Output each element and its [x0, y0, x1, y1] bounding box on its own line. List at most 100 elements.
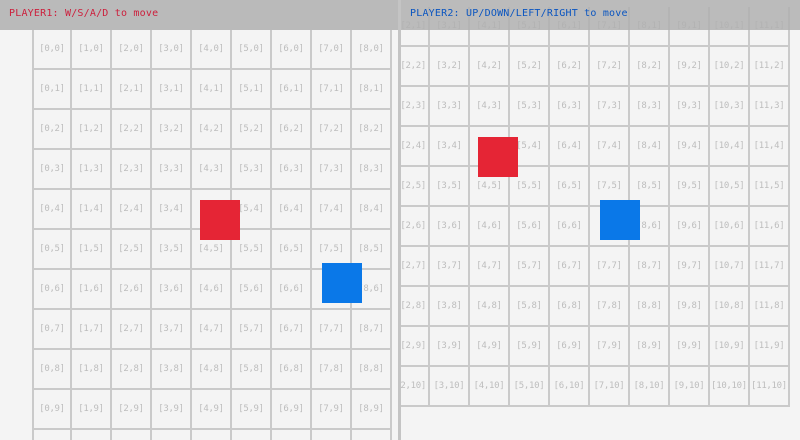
grid-cell: [7,7]: [590, 247, 630, 287]
grid-cell: [2,1]: [112, 70, 152, 110]
grid-cell: [5,4]: [510, 127, 550, 167]
grid-cell: [1,4]: [72, 190, 112, 230]
player1-header: PLAYER1: W/S/A/D to move: [0, 0, 398, 30]
grid-cell: [0,3]: [32, 150, 72, 190]
grid-cell: [5,9]: [232, 390, 272, 430]
grid-cell: [0,4]: [32, 190, 72, 230]
grid-cell: [4,8]: [470, 287, 510, 327]
grid-cell: [2,7]: [401, 247, 430, 287]
grid-cell: [4,5]: [470, 167, 510, 207]
player2-square: [600, 200, 640, 240]
grid-cell: [6,6]: [550, 207, 590, 247]
grid-cell: [10,9]: [710, 327, 750, 367]
grid-cell: [6,9]: [550, 327, 590, 367]
grid-cell: [112, 430, 152, 440]
grid-cell: [3,7]: [152, 310, 192, 350]
grid-cell: [2,7]: [112, 310, 152, 350]
grid-cell: [3,8]: [152, 350, 192, 390]
grid-cell: [7,3]: [312, 150, 352, 190]
grid-cell: [3,6]: [430, 207, 470, 247]
grid-cell: [3,9]: [430, 327, 470, 367]
grid-cell: [8,3]: [352, 150, 392, 190]
grid-cell: [5,2]: [510, 47, 550, 87]
grid-cell: [5,5]: [510, 167, 550, 207]
grid-cell: [8,7]: [352, 310, 392, 350]
grid-cell: [8,8]: [352, 350, 392, 390]
grid-cell: [4,2]: [470, 47, 510, 87]
grid-cell: [8,9]: [352, 390, 392, 430]
grid-cell: [4,10]: [470, 367, 510, 407]
grid-cell: [11,6]: [750, 207, 790, 247]
grid-cell: [4,9]: [192, 390, 232, 430]
grid-cell: [8,8]: [630, 287, 670, 327]
grid-cell: [32, 430, 72, 440]
grid-cell: [2,0]: [112, 30, 152, 70]
grid-cell: [72, 430, 112, 440]
grid-cell: [1,1]: [72, 70, 112, 110]
grid-cell: [4,0]: [192, 30, 232, 70]
grid-cell: [6,5]: [272, 230, 312, 270]
grid-cell: [11,7]: [750, 247, 790, 287]
grid-cell: [11,9]: [750, 327, 790, 367]
grid-cell: [0,6]: [32, 270, 72, 310]
grid-cell: [2,2]: [401, 47, 430, 87]
grid-cell: [7,0]: [312, 30, 352, 70]
grid-cell: [8,2]: [630, 47, 670, 87]
grid-cell: [7,4]: [590, 127, 630, 167]
grid-cell: [7,4]: [312, 190, 352, 230]
grid-cell: [0,8]: [32, 350, 72, 390]
grid-cell: [11,2]: [750, 47, 790, 87]
grid-cell: [1,6]: [72, 270, 112, 310]
grid-cell: [9,6]: [670, 207, 710, 247]
grid-cell: [8,5]: [352, 230, 392, 270]
grid-cell: [1,9]: [72, 390, 112, 430]
grid-cell: [4,3]: [192, 150, 232, 190]
grid-cell: [8,0]: [352, 30, 392, 70]
grid-cell: [4,6]: [470, 207, 510, 247]
grid-cell: [5,8]: [232, 350, 272, 390]
grid-cell: [0,7]: [32, 310, 72, 350]
grid-cell: [3,4]: [152, 190, 192, 230]
grid-cell: [8,3]: [630, 87, 670, 127]
grid-cell: [3,9]: [152, 390, 192, 430]
grid-cell: [5,5]: [232, 230, 272, 270]
grid-cell: [9,2]: [670, 47, 710, 87]
grid-cell: [0,0]: [32, 30, 72, 70]
player2-viewport: PLAYER2: UP/DOWN/LEFT/RIGHT to move [2,1…: [401, 0, 800, 440]
grid-cell: [6,8]: [272, 350, 312, 390]
grid-cell: [0,5]: [32, 230, 72, 270]
grid-cell: [11,4]: [750, 127, 790, 167]
grid-cell: [5,9]: [510, 327, 550, 367]
grid-cell: [6,2]: [550, 47, 590, 87]
grid-cell: [2,6]: [401, 207, 430, 247]
grid-cell: [11,10]: [750, 367, 790, 407]
grid-cell: [6,7]: [272, 310, 312, 350]
grid-cell: [8,6]: [630, 207, 670, 247]
player1-square: [200, 200, 240, 240]
grid-cell: [6,6]: [272, 270, 312, 310]
grid-cell: [2,5]: [401, 167, 430, 207]
grid-cell: [7,9]: [590, 327, 630, 367]
grid-cell: [1,8]: [72, 350, 112, 390]
grid-cell: [11,8]: [750, 287, 790, 327]
grid-cell: [3,5]: [430, 167, 470, 207]
grid-cell: [5,2]: [232, 110, 272, 150]
player1-instructions: PLAYER1: W/S/A/D to move: [9, 8, 159, 19]
grid-cell: [312, 430, 352, 440]
grid-cell: [9,9]: [670, 327, 710, 367]
grid-cell: [7,7]: [312, 310, 352, 350]
grid-cell: [2,9]: [401, 327, 430, 367]
grid-cell: [9,4]: [670, 127, 710, 167]
grid-cell: [1,7]: [72, 310, 112, 350]
grid-cell: [2,3]: [401, 87, 430, 127]
grid-cell: [5,0]: [232, 30, 272, 70]
grid-cell: [6,3]: [272, 150, 312, 190]
grid-cell: [5,7]: [510, 247, 550, 287]
grid-cell: [9,10]: [670, 367, 710, 407]
grid-cell: [4,7]: [470, 247, 510, 287]
grid-cell: [3,0]: [152, 30, 192, 70]
grid-cell: [7,9]: [312, 390, 352, 430]
grid-cell: [2,2]: [112, 110, 152, 150]
grid-cell: [10,3]: [710, 87, 750, 127]
grid-cell: [8,6]: [352, 270, 392, 310]
